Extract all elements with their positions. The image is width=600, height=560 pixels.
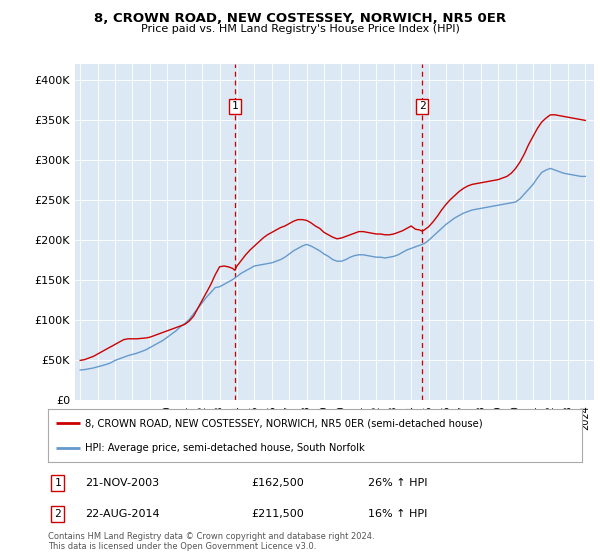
Text: 1: 1 [54,478,61,488]
Text: 2: 2 [54,509,61,519]
Text: 2: 2 [419,101,425,111]
Text: 8, CROWN ROAD, NEW COSTESSEY, NORWICH, NR5 0ER: 8, CROWN ROAD, NEW COSTESSEY, NORWICH, N… [94,12,506,25]
Text: 16% ↑ HPI: 16% ↑ HPI [368,509,428,519]
Text: 26% ↑ HPI: 26% ↑ HPI [368,478,428,488]
Text: £162,500: £162,500 [251,478,304,488]
Text: HPI: Average price, semi-detached house, South Norfolk: HPI: Average price, semi-detached house,… [85,442,365,452]
Text: 21-NOV-2003: 21-NOV-2003 [85,478,160,488]
Text: Contains HM Land Registry data © Crown copyright and database right 2024.
This d: Contains HM Land Registry data © Crown c… [48,532,374,552]
Text: Price paid vs. HM Land Registry's House Price Index (HPI): Price paid vs. HM Land Registry's House … [140,24,460,34]
Text: 8, CROWN ROAD, NEW COSTESSEY, NORWICH, NR5 0ER (semi-detached house): 8, CROWN ROAD, NEW COSTESSEY, NORWICH, N… [85,418,483,428]
Text: £211,500: £211,500 [251,509,304,519]
Text: 1: 1 [232,101,238,111]
Text: 22-AUG-2014: 22-AUG-2014 [85,509,160,519]
